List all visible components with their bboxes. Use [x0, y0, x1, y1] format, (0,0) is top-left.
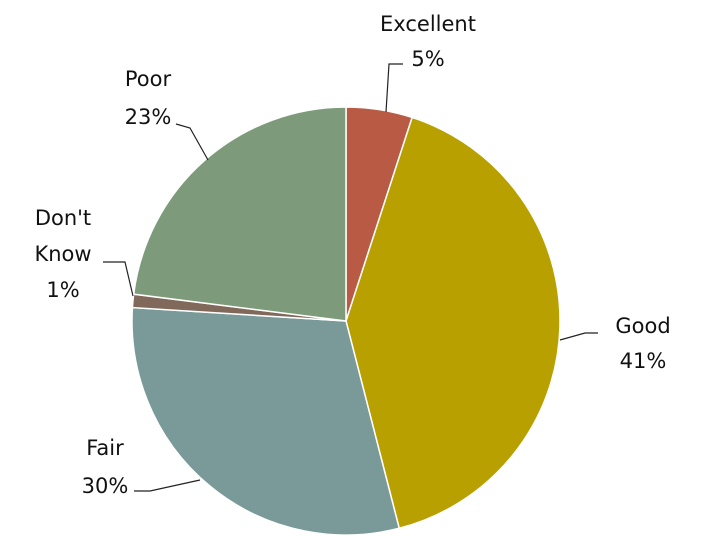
- category-label: Poor: [125, 67, 172, 91]
- category-label-line: Know: [34, 242, 91, 266]
- pie-slice: [131, 306, 401, 536]
- leader-line: [134, 479, 201, 492]
- category-label: Fair: [86, 436, 124, 460]
- leader-line: [103, 261, 134, 297]
- category-label-line: Don't: [35, 206, 91, 230]
- value-label: 30%: [82, 474, 129, 498]
- leader-line: [175, 123, 209, 161]
- value-label: 5%: [411, 47, 444, 71]
- pie-slice: [132, 106, 347, 322]
- category-label: Good: [615, 314, 670, 338]
- value-label: 41%: [620, 349, 667, 373]
- value-label: 1%: [46, 278, 79, 302]
- value-label: 23%: [125, 105, 172, 129]
- leader-line: [385, 63, 403, 113]
- category-label: Excellent: [380, 12, 476, 36]
- pie-slice: [345, 116, 561, 530]
- category-label: Don't Know: [34, 206, 91, 266]
- leader-line: [559, 332, 598, 341]
